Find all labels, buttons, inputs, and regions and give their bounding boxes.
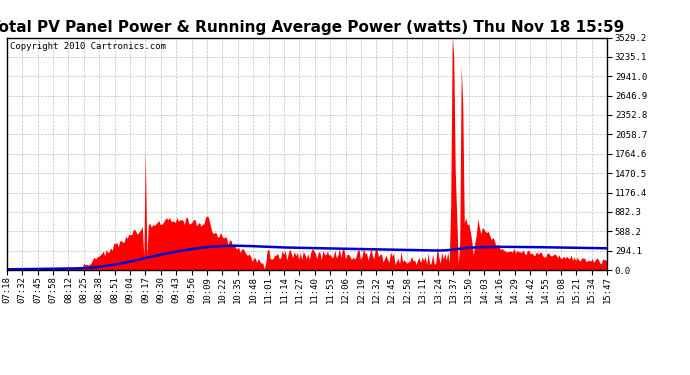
Text: Copyright 2010 Cartronics.com: Copyright 2010 Cartronics.com: [10, 42, 166, 51]
Title: Total PV Panel Power & Running Average Power (watts) Thu Nov 18 15:59: Total PV Panel Power & Running Average P…: [0, 20, 624, 35]
